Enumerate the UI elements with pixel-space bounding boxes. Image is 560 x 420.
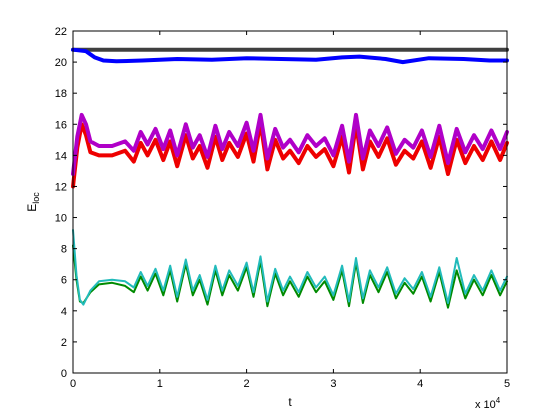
y-tick-label: 0 (61, 368, 67, 380)
y-tick-label: 22 (55, 26, 67, 38)
plot-frame (72, 30, 508, 374)
x-tick-label: 0 (70, 378, 76, 390)
y-axis-label: Eloc (25, 192, 41, 212)
series-line-3 (71, 120, 509, 189)
y-tick-label: 2 (61, 337, 67, 349)
y-axis-label-main: E (25, 204, 39, 212)
y-tick-label: 10 (55, 213, 67, 225)
y-axis-label-subscript: loc (31, 192, 41, 204)
series-line-5 (72, 244, 508, 309)
series-line-2 (71, 47, 509, 65)
x-tick-label: 4 (417, 378, 423, 390)
series-layer (71, 47, 509, 309)
y-tick-label: 4 (61, 306, 67, 318)
y-tick-label: 8 (61, 244, 67, 256)
y-tick-label: 20 (55, 57, 67, 69)
x-tick-label: 5 (504, 378, 510, 390)
x-tick-label: 3 (330, 378, 336, 390)
y-tick-label: 18 (55, 88, 67, 100)
x-axis-exponent: x 104 (475, 396, 501, 411)
y-tick-label: 12 (55, 181, 67, 193)
series-line-4 (71, 112, 509, 176)
x-axis-exponent-power: 4 (496, 396, 501, 405)
x-axis-exponent-base: x 10 (475, 399, 496, 411)
series-line-6 (72, 229, 508, 306)
y-tick-label: 14 (55, 150, 67, 162)
x-axis-label: t (288, 395, 292, 409)
y-tick-label: 16 (55, 119, 67, 131)
y-tick-label: 6 (61, 275, 67, 287)
x-tick-label: 1 (157, 378, 163, 390)
x-tick-label: 2 (244, 378, 250, 390)
